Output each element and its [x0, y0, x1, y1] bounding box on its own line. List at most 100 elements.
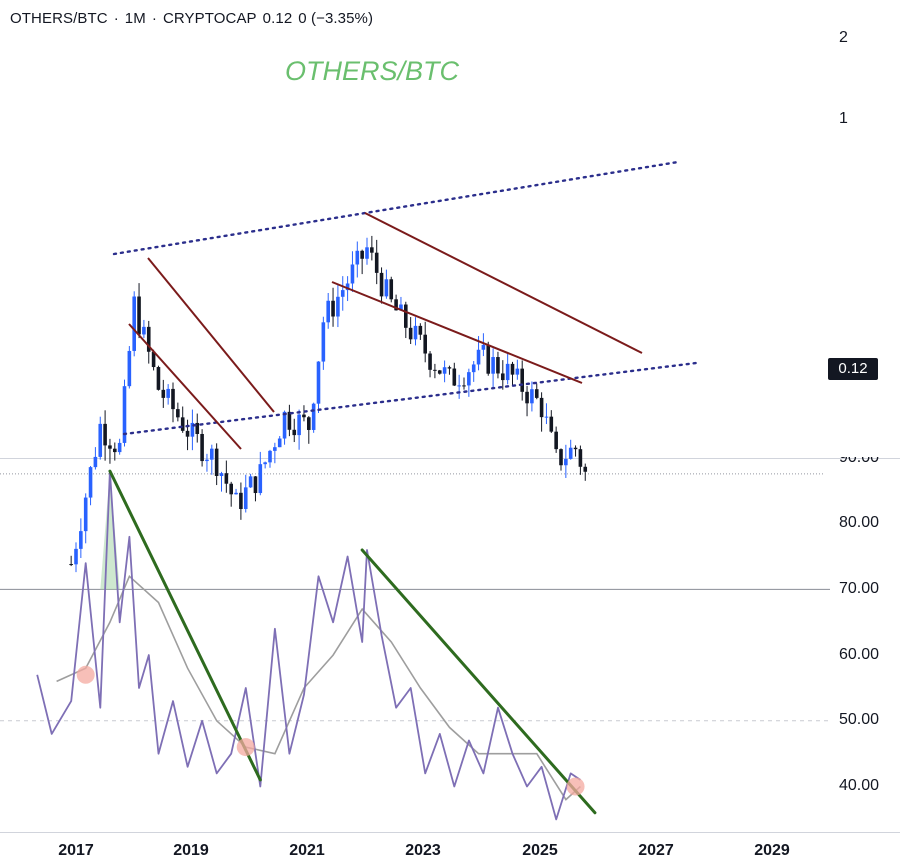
candle [539, 392, 544, 432]
candle [437, 369, 442, 375]
candle-body [501, 373, 505, 381]
candle-body [273, 447, 277, 451]
price-axis-tick: 1 [839, 110, 848, 127]
channel-upper-line [112, 160, 680, 256]
candle-body [336, 296, 340, 317]
candle [263, 461, 267, 469]
rsi-pane [36, 469, 597, 821]
candle [307, 416, 311, 444]
candle-body [374, 252, 379, 273]
candle-body [117, 442, 122, 453]
candle-body [219, 473, 224, 476]
candle-body [151, 351, 156, 368]
candle [520, 360, 524, 401]
candle [210, 444, 214, 475]
candle-body [583, 466, 588, 472]
candle-body [224, 473, 229, 484]
candle [559, 448, 563, 471]
candle-body [433, 369, 437, 371]
candle [113, 442, 117, 461]
candle [568, 439, 573, 460]
candle-body [564, 458, 568, 466]
candle [360, 249, 364, 275]
candle-body [108, 445, 112, 449]
falling-wedges [128, 212, 643, 450]
candle-body [447, 367, 452, 369]
candle [243, 474, 248, 513]
candle-body [166, 388, 170, 398]
candle-body [568, 447, 573, 459]
candle-body [229, 483, 233, 495]
candle [462, 377, 466, 390]
candle [287, 404, 292, 437]
candle-body [180, 417, 185, 431]
candle-body [530, 389, 534, 404]
candle [103, 410, 107, 461]
price-axis-tick: 2 [839, 29, 848, 46]
candle [83, 493, 88, 544]
candle [389, 276, 394, 303]
interval-label[interactable]: 1M [124, 10, 146, 27]
candle-body [476, 349, 481, 365]
candle-body [263, 462, 267, 465]
rsi-axis-tick: 70.00 [839, 580, 880, 597]
candle [321, 316, 326, 370]
candle-body [452, 368, 457, 386]
rsi-cross-marker [566, 777, 585, 796]
exchange-label: CRYPTOCAP [162, 10, 257, 27]
candle-body [428, 353, 432, 370]
x-axis-tick: 2029 [754, 842, 790, 859]
candle [418, 323, 423, 340]
candle [234, 488, 238, 495]
candle [370, 235, 374, 261]
candle [214, 443, 219, 486]
candle-body [258, 464, 263, 494]
candle-body [292, 429, 297, 436]
candle [146, 320, 151, 364]
candle-body [544, 416, 549, 418]
candle [137, 283, 141, 339]
candle-body [345, 283, 350, 291]
wedge-line [128, 323, 242, 450]
candle-body [573, 447, 578, 450]
rsi-axis-tick: 40.00 [839, 777, 880, 794]
candle-body [462, 385, 466, 387]
channel-lower-line [122, 361, 698, 436]
rsi-axis-tick: 60.00 [839, 646, 880, 663]
candle-body [156, 367, 161, 390]
rsi-ma-line [56, 574, 581, 801]
rsi-axis-tick: 50.00 [839, 711, 880, 728]
candle-body [321, 322, 326, 362]
candle-body [510, 363, 515, 375]
candle [224, 460, 229, 493]
candle [578, 445, 583, 475]
candle [336, 283, 340, 328]
candle [433, 363, 437, 379]
candle [399, 296, 403, 311]
candle-body [413, 325, 418, 340]
candle [166, 384, 170, 405]
rsi-trendline [360, 548, 597, 815]
candle-body [331, 300, 335, 317]
chart-watermark: OTHERS/BTC [285, 56, 460, 86]
candle-body [355, 250, 360, 265]
candle-body [520, 368, 524, 392]
candle [273, 442, 277, 464]
grid-layer [0, 458, 900, 833]
candle [229, 481, 233, 507]
candle [190, 409, 195, 451]
candle [277, 436, 282, 448]
candle [117, 438, 122, 455]
candle-body [539, 397, 544, 418]
candle [79, 518, 83, 558]
x-axis-tick: 2017 [58, 842, 94, 859]
candle-body [350, 264, 355, 284]
symbol-label[interactable]: OTHERS/BTC [10, 10, 108, 27]
candle-body [525, 391, 529, 404]
candle-body [83, 497, 88, 532]
candle [428, 351, 432, 378]
candle [69, 555, 73, 567]
separator: · [151, 10, 157, 27]
candle-body [243, 487, 248, 509]
candle [108, 438, 112, 464]
